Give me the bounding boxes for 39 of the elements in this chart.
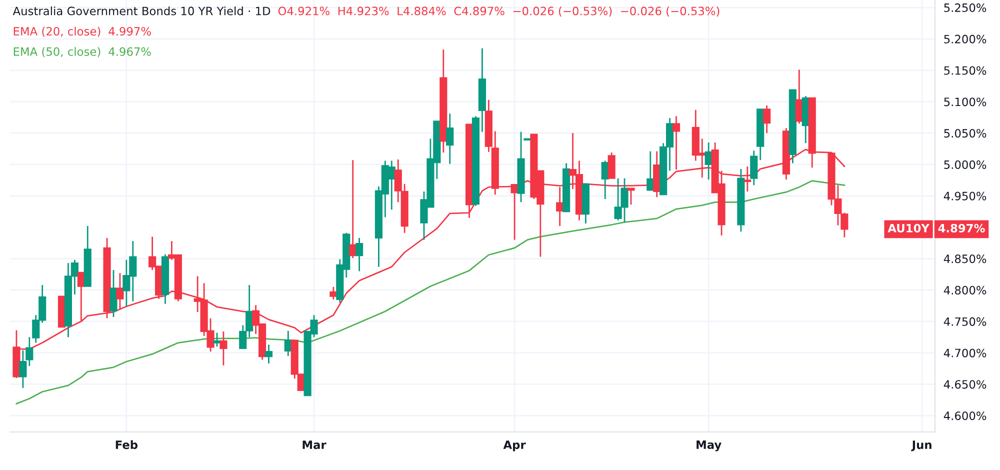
annotation: O4.921% H4.923% L4.884% C4.897% −0.026 (−0.53%) −0.026 (−0.53%) xyxy=(278,6,720,17)
y-tick-label: 5.000% xyxy=(944,160,986,169)
y-tick-label: 5.150% xyxy=(944,66,986,75)
x-tick-label: Mar xyxy=(302,440,326,450)
annotation: 4.997% xyxy=(108,26,151,36)
y-tick-label: 5.050% xyxy=(944,128,986,138)
line-series xyxy=(16,180,846,404)
candlestick xyxy=(213,332,221,348)
x-tick-label: Apr xyxy=(503,440,526,452)
y-tick-label: 5.200% xyxy=(944,34,986,44)
candlestick xyxy=(744,166,752,192)
annotation: AU10Y xyxy=(888,224,930,232)
candlestick xyxy=(220,330,228,366)
y-tick-label: 4.600% xyxy=(944,411,986,420)
text: EMA (50, close) xyxy=(14,47,100,58)
y-tick-label: 4.850% xyxy=(944,254,986,264)
y-tick-label: 4.750% xyxy=(944,317,986,326)
y-tick-label: 4.650% xyxy=(944,380,986,389)
y-tick-label: 4.700% xyxy=(944,348,986,358)
candlestick xyxy=(627,188,635,206)
y-tick-label: 4.800% xyxy=(944,286,986,295)
text: EMA (20, close) xyxy=(14,26,100,37)
candlestick xyxy=(446,112,454,165)
y-tick-label: 5.250% xyxy=(944,3,986,12)
candlestick xyxy=(116,272,124,310)
x-tick-label: May xyxy=(696,440,722,452)
candlestick xyxy=(356,237,364,272)
candlestick xyxy=(763,104,771,134)
x-tick-label: Jun xyxy=(911,440,932,452)
chart-title: Australia Government Bonds 10 YR Yield · 1D xyxy=(12,6,270,16)
candlestick xyxy=(264,344,273,364)
y-tick-label: 5.100% xyxy=(944,98,986,106)
candlestick xyxy=(750,150,758,186)
candlestick xyxy=(608,152,616,179)
candlestick xyxy=(110,269,118,318)
text: 4.897% xyxy=(938,224,985,232)
x-tick-label: Feb xyxy=(116,440,138,450)
y-tick-label: 4.950% xyxy=(944,192,986,200)
annotation: 4.967% xyxy=(108,47,151,56)
